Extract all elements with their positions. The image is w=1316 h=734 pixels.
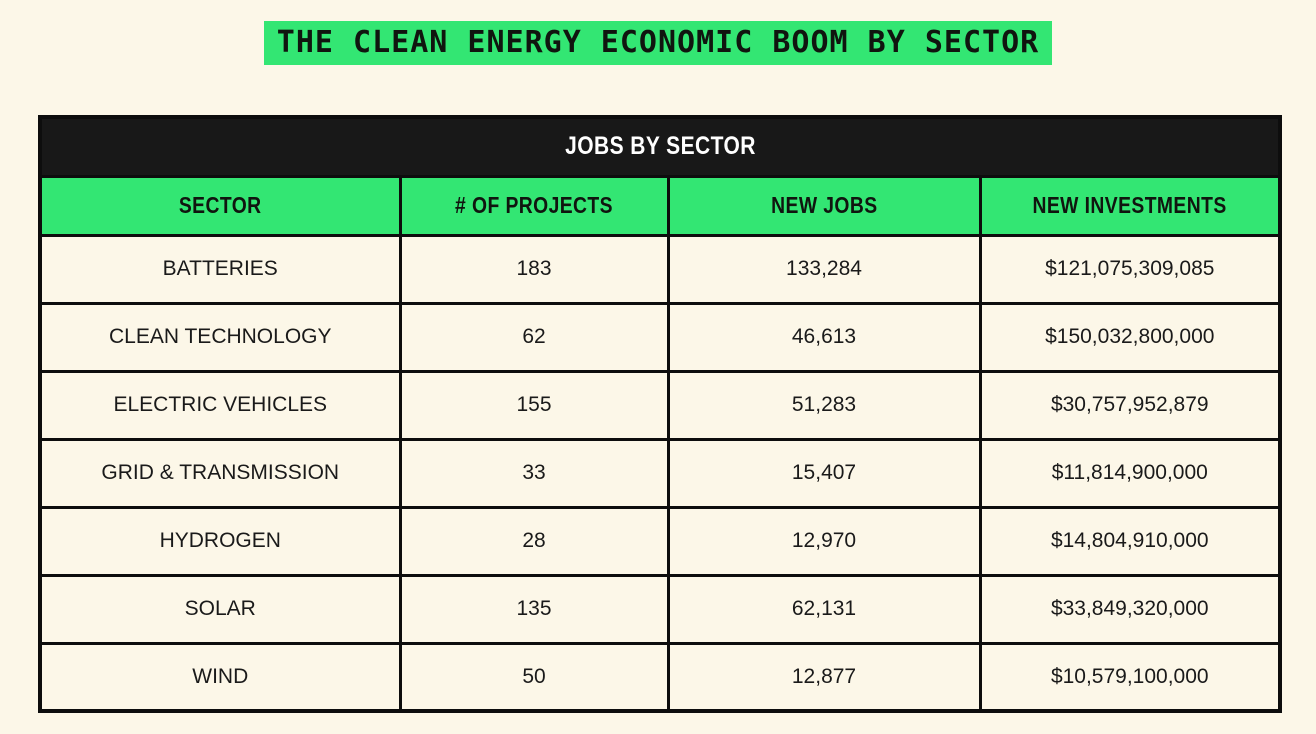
cell-projects: 135 (398, 573, 670, 645)
table-caption: JOBS BY SECTOR (38, 115, 1282, 178)
column-header-sector: SECTOR (38, 174, 402, 237)
table-header-row: SECTOR # OF PROJECTS NEW JOBS NEW INVEST… (38, 174, 1282, 237)
cell-new-investments: $10,579,100,000 (978, 641, 1282, 713)
cell-new-jobs: 133,284 (666, 233, 982, 305)
cell-new-jobs: 12,970 (666, 505, 982, 577)
table-caption-label: JOBS BY SECTOR (564, 132, 756, 161)
cell-new-jobs: 62,131 (666, 573, 982, 645)
table-row: HYDROGEN 28 12,970 $14,804,910,000 (38, 505, 1282, 577)
cell-new-investments: $150,032,800,000 (978, 301, 1282, 373)
column-header-new-investments-label: NEW INVESTMENTS (1032, 192, 1227, 218)
cell-sector: GRID & TRANSMISSION (38, 437, 402, 509)
cell-new-jobs: 51,283 (666, 369, 982, 441)
cell-new-jobs: 15,407 (666, 437, 982, 509)
column-header-sector-label: SECTOR (178, 192, 262, 218)
cell-projects: 33 (398, 437, 670, 509)
cell-projects: 155 (398, 369, 670, 441)
page-title: THE CLEAN ENERGY ECONOMIC BOOM BY SECTOR (263, 21, 1053, 65)
cell-sector: ELECTRIC VEHICLES (38, 369, 402, 441)
table-row: SOLAR 135 62,131 $33,849,320,000 (38, 573, 1282, 645)
cell-projects: 50 (398, 641, 670, 713)
table-row: BATTERIES 183 133,284 $121,075,309,085 (38, 233, 1282, 305)
column-header-projects: # OF PROJECTS (398, 174, 670, 237)
cell-new-investments: $121,075,309,085 (978, 233, 1282, 305)
cell-projects: 28 (398, 505, 670, 577)
cell-new-investments: $14,804,910,000 (978, 505, 1282, 577)
cell-sector: HYDROGEN (38, 505, 402, 577)
cell-new-investments: $30,757,952,879 (978, 369, 1282, 441)
cell-sector: SOLAR (38, 573, 402, 645)
table-row: CLEAN TECHNOLOGY 62 46,613 $150,032,800,… (38, 301, 1282, 373)
cell-sector: CLEAN TECHNOLOGY (38, 301, 402, 373)
cell-new-investments: $11,814,900,000 (978, 437, 1282, 509)
column-header-new-jobs: NEW JOBS (666, 174, 982, 237)
cell-projects: 62 (398, 301, 670, 373)
cell-sector: WIND (38, 641, 402, 713)
cell-new-jobs: 46,613 (666, 301, 982, 373)
cell-new-investments: $33,849,320,000 (978, 573, 1282, 645)
column-header-new-jobs-label: NEW JOBS (770, 192, 878, 218)
table-row: WIND 50 12,877 $10,579,100,000 (38, 641, 1282, 713)
title-wrap: THE CLEAN ENERGY ECONOMIC BOOM BY SECTOR (0, 0, 1316, 65)
jobs-by-sector-table: JOBS BY SECTOR SECTOR # OF PROJECTS NEW … (38, 115, 1283, 713)
column-header-new-investments: NEW INVESTMENTS (978, 174, 1282, 237)
cell-new-jobs: 12,877 (666, 641, 982, 713)
table-row: ELECTRIC VEHICLES 155 51,283 $30,757,952… (38, 369, 1282, 441)
column-header-projects-label: # OF PROJECTS (455, 192, 613, 218)
cell-projects: 183 (398, 233, 670, 305)
table-caption-row: JOBS BY SECTOR (38, 115, 1282, 178)
table-row: GRID & TRANSMISSION 33 15,407 $11,814,90… (38, 437, 1282, 509)
cell-sector: BATTERIES (38, 233, 402, 305)
